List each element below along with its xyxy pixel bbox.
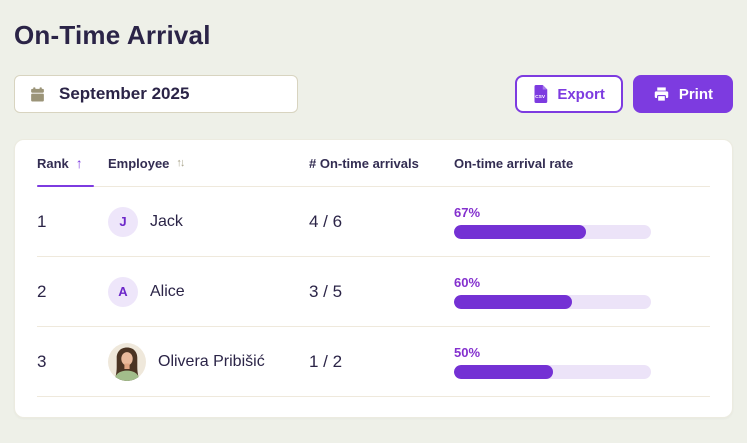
rank-value: 1 xyxy=(37,211,47,231)
progress-bar-fill xyxy=(454,294,573,309)
avatar: J xyxy=(108,206,138,237)
sort-ascending-icon: ↑ xyxy=(75,155,83,171)
progress-bar xyxy=(454,294,651,309)
export-button[interactable]: CSV Export xyxy=(515,75,623,113)
progress-bar xyxy=(454,224,651,239)
svg-text:CSV: CSV xyxy=(535,94,546,100)
employee-cell: Olivera Pribišić xyxy=(108,342,309,381)
rate-cell: 50% xyxy=(454,345,710,379)
sort-both-icon: ↑↓ xyxy=(176,157,185,169)
table-row: 1 J Jack 4 / 6 67% xyxy=(37,187,710,257)
rate-header-label: On-time arrival rate xyxy=(454,155,574,171)
rate-percent-label: 67% xyxy=(454,204,481,220)
column-header-arrivals: # On-time arrivals xyxy=(309,156,454,171)
rank-header-label: Rank xyxy=(37,155,69,171)
arrivals-header-label: # On-time arrivals xyxy=(309,155,419,171)
employee-cell: A Alice xyxy=(108,276,309,307)
month-picker-value: September 2025 xyxy=(59,84,190,103)
calendar-icon xyxy=(29,86,46,103)
progress-bar-fill xyxy=(454,364,553,379)
print-button[interactable]: Print xyxy=(632,75,733,113)
ontime-count: 3 / 5 xyxy=(309,281,343,301)
progress-bar-fill xyxy=(454,224,586,239)
active-sort-underline xyxy=(37,185,94,187)
print-button-label: Print xyxy=(678,85,713,103)
on-time-arrival-page: On-Time Arrival September 2025 CS xyxy=(14,20,733,418)
table-row: 2 A Alice 3 / 5 60% xyxy=(37,257,710,327)
column-header-rank[interactable]: Rank ↑ xyxy=(37,155,108,171)
csv-file-icon: CSV xyxy=(533,85,548,103)
ontime-count: 4 / 6 xyxy=(309,211,343,231)
ontime-count: 1 / 2 xyxy=(309,351,343,371)
leaderboard-card: Rank ↑ Employee ↑↓ # On-time arrivals On… xyxy=(14,139,733,418)
rank-value: 2 xyxy=(37,281,47,301)
rate-percent-label: 50% xyxy=(454,344,481,360)
toolbar-actions: CSV Export Print xyxy=(515,75,733,113)
rank-value: 3 xyxy=(37,351,47,371)
progress-bar xyxy=(454,364,651,379)
column-header-employee[interactable]: Employee ↑↓ xyxy=(108,156,309,171)
table-row: 3 Olivera Pribišić xyxy=(37,327,710,397)
page-title: On-Time Arrival xyxy=(14,20,211,50)
rate-cell: 60% xyxy=(454,275,710,309)
employee-name: Alice xyxy=(150,282,185,300)
printer-icon xyxy=(653,86,670,103)
employee-header-label: Employee xyxy=(108,155,170,171)
export-button-label: Export xyxy=(557,85,605,103)
avatar: A xyxy=(108,276,138,307)
rate-cell: 67% xyxy=(454,205,710,239)
toolbar: September 2025 CSV Export xyxy=(14,75,733,113)
column-header-rate: On-time arrival rate xyxy=(454,156,710,171)
employee-cell: J Jack xyxy=(108,206,309,237)
employee-name: Jack xyxy=(150,212,183,230)
table-header-row: Rank ↑ Employee ↑↓ # On-time arrivals On… xyxy=(37,140,710,187)
avatar-photo xyxy=(108,342,146,381)
month-picker-input[interactable]: September 2025 xyxy=(14,75,298,113)
rate-percent-label: 60% xyxy=(454,274,481,290)
employee-name: Olivera Pribišić xyxy=(158,352,265,370)
